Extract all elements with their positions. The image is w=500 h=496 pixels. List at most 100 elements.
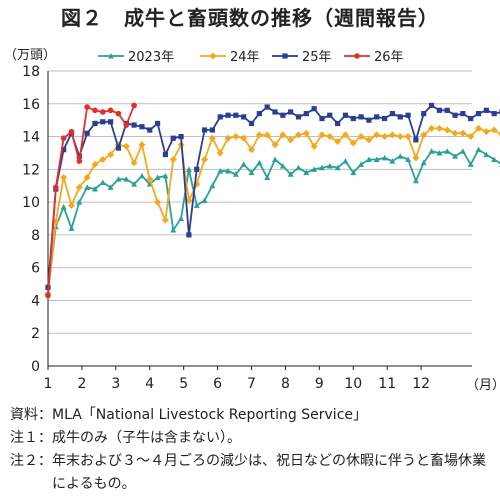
data-point: [467, 161, 474, 167]
data-point: [91, 160, 99, 168]
axes: [47, 71, 472, 370]
data-point: [75, 183, 83, 191]
legend-item: 25年: [272, 50, 332, 65]
legend-label: 2023年: [128, 50, 174, 65]
data-point: [389, 158, 396, 164]
data-point: [397, 153, 404, 159]
data-point: [287, 136, 295, 144]
y-tick-label: 18: [22, 64, 40, 80]
x-tick-label: 12: [412, 376, 430, 392]
data-point: [311, 106, 317, 112]
data-point: [342, 112, 349, 118]
data-point: [365, 156, 372, 162]
data-point: [381, 154, 388, 161]
note-1-label: 注１：: [10, 430, 52, 446]
data-point: [83, 174, 91, 182]
data-point: [272, 109, 278, 115]
data-point: [444, 107, 450, 113]
data-point: [326, 133, 334, 141]
data-point: [468, 115, 474, 122]
data-point: [108, 53, 114, 59]
y-tick-label: 2: [31, 326, 40, 342]
legend-item: 2023年: [98, 50, 174, 65]
data-point: [483, 151, 490, 158]
x-tick-label: 1: [44, 376, 53, 392]
data-point: [460, 111, 466, 117]
data-point: [388, 131, 396, 139]
data-point: [443, 126, 451, 134]
note-source-text: MLA「National Livestock Reporting Service…: [52, 407, 368, 423]
data-point: [186, 232, 192, 238]
data-point: [84, 184, 91, 190]
data-point: [357, 133, 365, 141]
data-point: [491, 111, 497, 117]
data-point: [138, 141, 146, 149]
data-point: [350, 169, 357, 176]
y-tick-labels: 0 2 4 6 8 10 12 14 16 18: [22, 64, 40, 375]
y-tick-label: 14: [22, 130, 40, 146]
data-point: [107, 151, 115, 159]
data-point: [232, 171, 239, 177]
y-tick-label: 16: [22, 97, 40, 113]
y-tick-label: 12: [22, 162, 40, 178]
legend-item: 26年: [344, 50, 404, 65]
x-tick-label: 4: [145, 376, 154, 392]
data-point: [67, 201, 75, 209]
data-point: [311, 166, 318, 172]
data-point: [154, 174, 161, 181]
data-point: [280, 112, 286, 118]
data-point: [115, 176, 122, 182]
data-point: [264, 104, 270, 110]
data-point: [405, 156, 412, 162]
data-point: [130, 159, 138, 167]
data-point: [60, 135, 67, 141]
note-2-label: 注２：: [10, 453, 52, 469]
data-point: [318, 164, 325, 171]
data-point: [225, 112, 231, 118]
data-point: [256, 111, 262, 117]
data-point: [272, 156, 279, 162]
y-tick-label: 6: [31, 261, 40, 277]
data-point: [294, 131, 302, 139]
data-point: [194, 166, 200, 172]
data-point: [84, 130, 90, 136]
data-point: [99, 109, 106, 115]
data-point: [436, 107, 442, 113]
x-tick-label: 8: [281, 376, 290, 392]
data-point: [138, 172, 145, 179]
note-1-text: 成牛のみ（子牛は含まない）。: [52, 430, 241, 446]
data-point: [241, 114, 247, 120]
data-point: [310, 142, 318, 150]
data-point: [288, 109, 294, 115]
data-point: [412, 177, 419, 184]
x-tick-labels: 1 2 3 4 5 6 7 8 9 10 11 12: [44, 376, 430, 392]
data-point: [420, 131, 428, 139]
data-point: [92, 107, 98, 114]
x-tick-label: 5: [179, 376, 188, 392]
legend: 2023年 24年 25年 26年: [98, 50, 404, 65]
data-point: [240, 161, 247, 167]
data-point: [115, 145, 122, 151]
x-axis-unit: （月）: [466, 378, 500, 393]
data-point: [279, 163, 286, 169]
note-2-text: 年末および３～４月ごろの減少は、祝日などの休暇に伴うと畜場休業によるもの。: [52, 453, 486, 492]
series-2: [44, 124, 500, 298]
data-point: [397, 114, 403, 120]
data-point: [334, 137, 342, 145]
chart-title: 図２ 成牛と畜頭数の推移（週間報告）: [61, 6, 439, 30]
series-lines: [44, 102, 500, 299]
data-point: [91, 186, 98, 192]
data-point: [185, 166, 192, 172]
data-point: [295, 164, 302, 171]
data-point: [303, 169, 310, 176]
y-tick-label: 8: [31, 228, 40, 244]
data-point: [240, 134, 248, 142]
series-line: [47, 105, 135, 296]
x-tick-label: 3: [111, 376, 120, 392]
data-point: [178, 215, 185, 221]
data-point: [162, 151, 169, 158]
data-point: [217, 114, 223, 120]
series-1: [45, 146, 500, 295]
data-point: [99, 179, 106, 185]
